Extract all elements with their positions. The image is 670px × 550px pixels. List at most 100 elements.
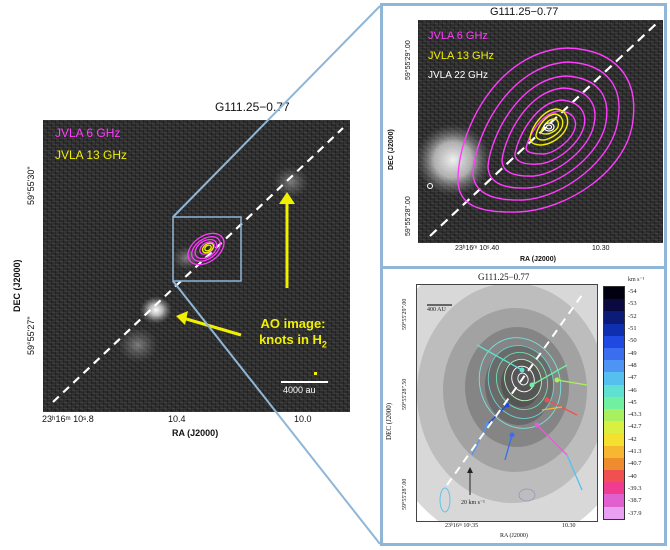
colorbar-label: -42 bbox=[628, 435, 637, 443]
colorbar-segment bbox=[604, 335, 624, 349]
tr-dec-tick-1: 59°55'29".00 bbox=[405, 40, 412, 80]
colorbar-segment bbox=[604, 494, 624, 507]
br-dec-axis-label: DEC (J2000) bbox=[385, 402, 393, 440]
br-ra-axis-label: RA (J2000) bbox=[500, 533, 528, 539]
radio-contours-13ghz bbox=[201, 242, 215, 254]
colorbar-label: -42.7 bbox=[628, 423, 642, 431]
br-outflow-axis bbox=[446, 294, 583, 486]
colorbar-label: -48 bbox=[628, 361, 637, 369]
colorbar-label: -38.7 bbox=[628, 497, 642, 505]
h2-knot-bright bbox=[140, 296, 172, 324]
colorbar-segment bbox=[604, 506, 624, 519]
annotation-sub: 2 bbox=[321, 339, 327, 350]
colorbar-segment bbox=[604, 311, 624, 324]
br-faint-contour bbox=[518, 488, 536, 502]
colorbar-segment bbox=[604, 360, 624, 373]
top-right-overlay bbox=[418, 23, 657, 237]
left-ra-tick-2: 10.4 bbox=[168, 414, 186, 424]
br-dec-tick-1: 59°55'29".00 bbox=[402, 298, 408, 330]
top-right-contours-6ghz bbox=[457, 47, 635, 213]
beam-marker bbox=[314, 372, 317, 375]
left-dec-tick-2: 59°55'27" bbox=[26, 316, 36, 355]
left-panel-overlay bbox=[52, 127, 344, 403]
top-right-contours-22ghz bbox=[543, 122, 555, 132]
colorbar-label: -50 bbox=[628, 337, 637, 345]
colorbar-labels: -54 -53 -52 -51 -50 -49 -48 -47 -46 -45 -43.3 -42.7… bbox=[628, 286, 664, 520]
br-scalebar-label: 400 AU bbox=[427, 307, 446, 313]
colorbar-segment bbox=[604, 372, 624, 385]
br-image: 400 AU 20 km s⁻¹ bbox=[416, 284, 598, 522]
colorbar-label: -54 bbox=[628, 288, 637, 295]
colorbar-label: -37.9 bbox=[628, 509, 642, 517]
right-frame-divider bbox=[380, 266, 667, 269]
colorbar-label: -49 bbox=[628, 349, 637, 357]
colorbar bbox=[603, 286, 625, 520]
br-dec-tick-2: 59°55'28".50 bbox=[402, 378, 408, 410]
colorbar-label: -45 bbox=[628, 398, 637, 406]
br-beam bbox=[439, 487, 451, 513]
right-frame bbox=[380, 3, 667, 546]
colorbar-label: -43.3 bbox=[628, 411, 642, 419]
br-ra-tick-2: 10.30 bbox=[562, 523, 576, 529]
h2-knot-faint bbox=[118, 327, 158, 363]
left-dec-axis-label: DEC (J2000) bbox=[12, 259, 22, 312]
left-legend-6ghz: JVLA 6 GHz bbox=[55, 126, 121, 140]
left-ra-axis-label: RA (J2000) bbox=[172, 428, 219, 438]
colorbar-segment bbox=[604, 384, 624, 397]
br-title: G111.25−0.77 bbox=[478, 272, 530, 282]
top-right-contours-13ghz bbox=[529, 108, 569, 146]
top-right-image: JVLA 6 GHz JVLA 13 GHz JVLA 22 GHz bbox=[418, 20, 663, 243]
annotation-line2: knots in H bbox=[259, 332, 322, 347]
annotation-text: AO image: knots in H2 bbox=[243, 316, 343, 353]
colorbar-label: -52 bbox=[628, 312, 637, 320]
br-overlay bbox=[417, 285, 597, 521]
colorbar-label: -40 bbox=[628, 472, 637, 480]
left-panel-image: JVLA 6 GHz JVLA 13 GHz AO image: knots i… bbox=[43, 120, 350, 412]
colorbar-segment bbox=[604, 396, 624, 410]
colorbar-label: -46 bbox=[628, 386, 637, 394]
h2-knot-upper bbox=[273, 166, 309, 198]
colorbar-label: -47 bbox=[628, 374, 637, 382]
tr-ra-axis-label: RA (J2000) bbox=[520, 256, 556, 263]
top-right-outflow-axis bbox=[429, 23, 657, 237]
tr-legend-13ghz: JVLA 13 GHz bbox=[428, 50, 495, 62]
annotation-line1: AO image: bbox=[260, 316, 326, 331]
annotation-arrow-left bbox=[182, 316, 242, 337]
tr-ra-tick-2: 10.30 bbox=[592, 245, 610, 252]
colorbar-segment bbox=[604, 482, 624, 495]
tr-legend-22ghz: JVLA 22 GHz bbox=[428, 70, 489, 81]
colorbar-label: -39.3 bbox=[628, 485, 642, 492]
colorbar-segment bbox=[604, 470, 624, 483]
colorbar-segment bbox=[604, 409, 624, 422]
br-maser-vectors bbox=[471, 344, 588, 491]
colorbar-segment bbox=[604, 299, 624, 312]
br-ra-tick-1: 23ʰ16ᵐ 10ˢ.35 bbox=[445, 523, 479, 529]
scalebar-label: 4000 au bbox=[283, 385, 316, 395]
small-marker bbox=[427, 183, 433, 189]
left-ra-tick-3: 10.0 bbox=[294, 414, 312, 424]
colorbar-segment bbox=[604, 421, 624, 434]
left-legend-13ghz: JVLA 13 GHz bbox=[55, 148, 128, 162]
annotation-line2-wrap: knots in H2 bbox=[243, 332, 343, 353]
colorbar-segment bbox=[604, 457, 624, 471]
tr-legend-6ghz: JVLA 6 GHz bbox=[428, 30, 488, 42]
left-dec-tick-1: 59°55'30" bbox=[26, 166, 36, 205]
br-reference-arrowhead bbox=[467, 467, 473, 473]
colorbar-segment bbox=[604, 445, 624, 458]
colorbar-unit: km s⁻¹ bbox=[628, 277, 645, 283]
colorbar-segment bbox=[604, 323, 624, 336]
colorbar-label: -53 bbox=[628, 300, 637, 308]
left-ra-tick-1: 23ʰ16ᵐ 10ˢ.8 bbox=[42, 414, 94, 424]
colorbar-label: -41.3 bbox=[628, 448, 642, 456]
tr-dec-tick-2: 59°55'28".00 bbox=[405, 196, 412, 236]
tr-ra-tick-1: 23ʰ16ᵐ 10ˢ.40 bbox=[455, 245, 500, 252]
colorbar-segment bbox=[604, 433, 624, 446]
colorbar-segment bbox=[604, 348, 624, 361]
annotation-arrowhead-left bbox=[176, 311, 188, 325]
bright-emission-blob bbox=[418, 124, 491, 196]
left-panel-title: G111.25−0.77 bbox=[215, 100, 290, 114]
colorbar-label: -51 bbox=[628, 324, 637, 332]
colorbar-label: -40.7 bbox=[628, 460, 642, 468]
br-vector-label: 20 km s⁻¹ bbox=[461, 500, 485, 506]
top-right-title: G111.25−0.77 bbox=[490, 6, 559, 18]
